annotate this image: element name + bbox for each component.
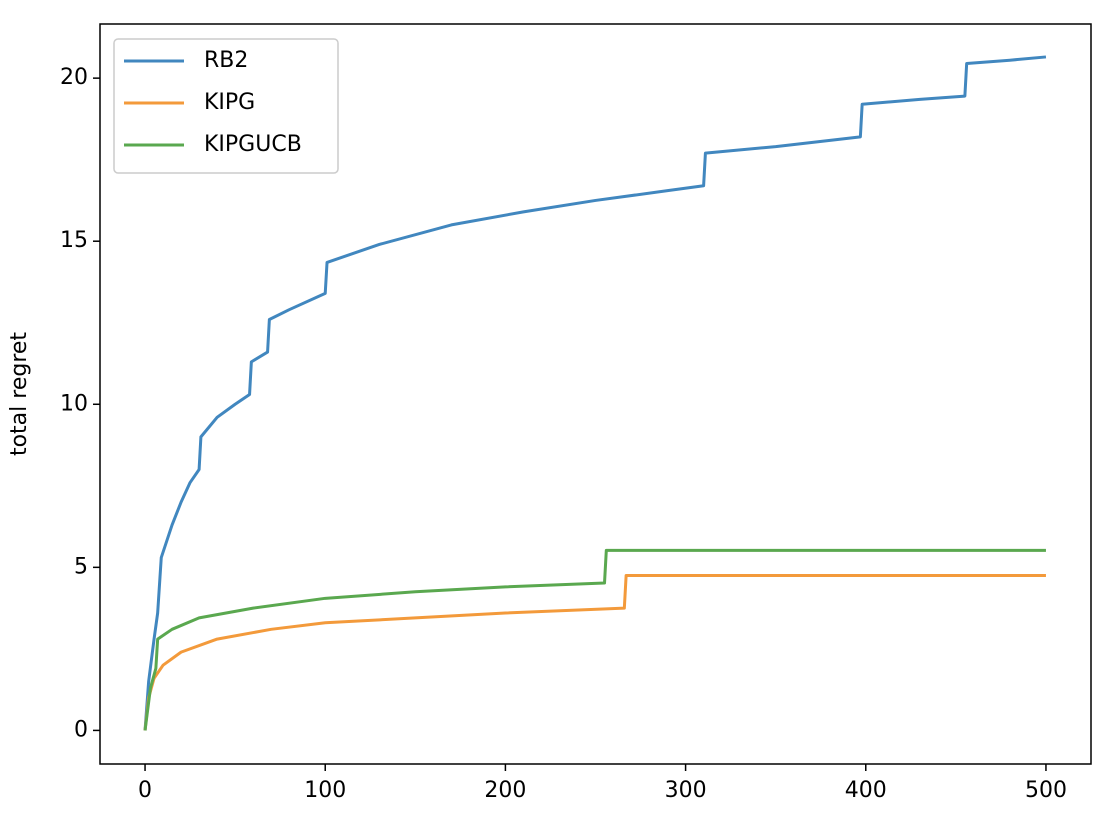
x-tick-label: 0	[138, 778, 152, 803]
line	[143, 55, 1047, 731]
legend-label: KIPG	[204, 90, 255, 115]
legend-label: KIPGUCB	[204, 132, 302, 157]
line	[143, 548, 1046, 731]
x-tick-label: 400	[845, 778, 887, 803]
y-tick-label: 15	[60, 228, 88, 253]
y-tick-label: 5	[74, 554, 88, 579]
x-tick-label: 200	[484, 778, 526, 803]
x-tick-label: 100	[304, 778, 346, 803]
y-axis-label: total regret	[7, 332, 32, 456]
y-tick-label: 10	[60, 391, 88, 416]
y-tick-label: 20	[60, 65, 88, 90]
line	[143, 573, 1046, 731]
y-tick-label: 0	[74, 717, 88, 742]
plot-frame	[99, 23, 1092, 765]
x-tick-label: 300	[665, 778, 707, 803]
legend-box	[113, 38, 339, 174]
legend-label: RB2	[204, 48, 248, 73]
x-tick-label: 500	[1025, 778, 1067, 803]
